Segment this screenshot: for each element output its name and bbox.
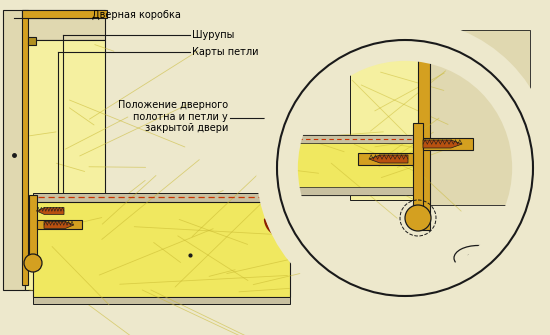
- Bar: [423, 138, 473, 150]
- Text: C мв: C мв: [466, 254, 491, 264]
- Bar: [358, 153, 413, 165]
- FancyArrow shape: [423, 140, 462, 148]
- Text: Дверная коробка: Дверная коробка: [92, 10, 181, 20]
- Circle shape: [405, 205, 431, 231]
- Text: Карты петли: Карты петли: [192, 47, 258, 57]
- Bar: [25, 10, 105, 40]
- Text: Дверное полотно: Дверное полотно: [302, 250, 392, 260]
- Text: Шурупы: Шурупы: [192, 30, 234, 40]
- Bar: [430, 30, 530, 205]
- Bar: [413, 123, 423, 213]
- Bar: [285, 135, 420, 195]
- Bar: [22, 10, 28, 285]
- Bar: [29, 195, 37, 260]
- Circle shape: [24, 254, 42, 272]
- Bar: [22, 10, 107, 18]
- Bar: [418, 55, 430, 230]
- Bar: [350, 50, 430, 200]
- Bar: [418, 30, 430, 60]
- Bar: [285, 135, 420, 143]
- Text: Положение дверного
полотна и петли у
закрытой двери: Положение дверного полотна и петли у зак…: [118, 100, 228, 133]
- Bar: [285, 187, 420, 195]
- FancyArrow shape: [37, 207, 64, 214]
- Bar: [430, 30, 445, 45]
- Bar: [430, 30, 530, 205]
- Bar: [33, 202, 290, 297]
- FancyArrow shape: [44, 221, 74, 228]
- Circle shape: [277, 40, 533, 296]
- Bar: [25, 40, 105, 290]
- Bar: [33, 193, 290, 202]
- Bar: [3, 10, 25, 290]
- Bar: [37, 220, 82, 229]
- Bar: [33, 297, 290, 304]
- FancyArrow shape: [369, 155, 408, 163]
- Bar: [28, 37, 36, 45]
